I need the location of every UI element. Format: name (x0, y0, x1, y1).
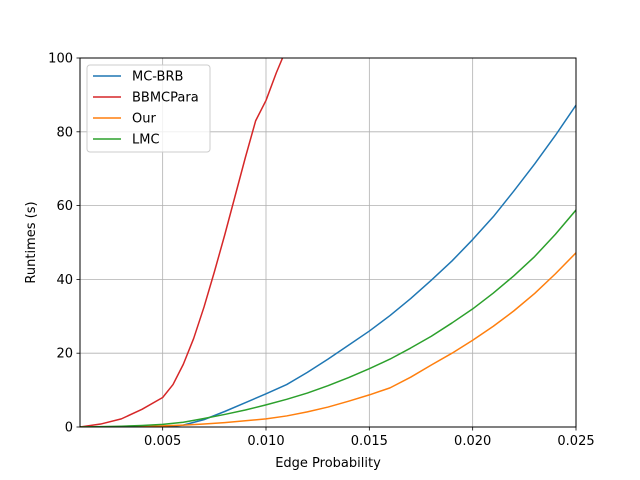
series-line-bbmcpara (80, 58, 284, 427)
series-line-our (80, 252, 576, 427)
y-tick-label: 100 (48, 52, 73, 67)
legend-label-mc-brb: MC-BRB (132, 70, 183, 85)
x-tick-label: 0.015 (351, 434, 388, 449)
x-tick-label: 0.005 (144, 434, 181, 449)
y-tick-label: 20 (56, 347, 73, 362)
x-tick-label: 0.010 (247, 434, 284, 449)
legend-label-our: Our (132, 112, 156, 127)
y-tick-label: 80 (56, 125, 73, 140)
y-tick-label: 40 (56, 273, 73, 288)
legend: MC-BRB BBMCPara Our LMC (86, 64, 211, 153)
series-lines (80, 58, 576, 427)
legend-label-bbmcpara: BBMCPara (132, 91, 199, 106)
x-tick-label: 0.020 (454, 434, 491, 449)
y-tick-label: 0 (65, 421, 73, 436)
y-axis-label: Runtimes (s) (24, 201, 39, 283)
x-axis-label: Edge Probability (275, 456, 381, 471)
series-line-mc-brb (80, 104, 576, 427)
y-axis-ticks: 0 20 40 60 80 100 (48, 52, 80, 436)
y-tick-label: 60 (56, 199, 73, 214)
plot-frame (79, 57, 577, 428)
legend-label-lmc: LMC (132, 133, 160, 148)
legend-box (86, 64, 211, 153)
series-line-lmc (80, 209, 576, 427)
x-tick-label: 0.025 (557, 434, 594, 449)
x-axis-ticks: 0.005 0.010 0.015 0.020 0.025 (144, 427, 595, 449)
